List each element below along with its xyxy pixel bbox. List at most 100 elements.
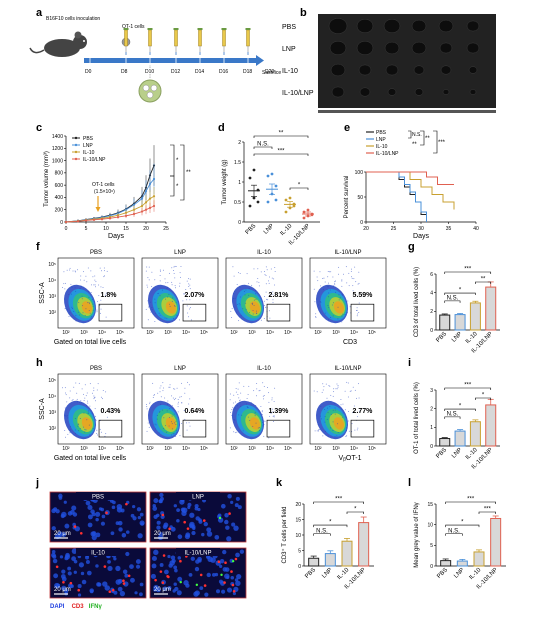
y-tick-label: 3: [430, 388, 433, 394]
dapi-nucleus: [153, 498, 159, 504]
flow-event: [175, 302, 177, 304]
flow-event: [268, 310, 270, 312]
legend-marker: [74, 150, 78, 154]
x-tick-label: 10³: [248, 446, 256, 452]
flow-event: [259, 427, 261, 429]
tumor-sample: [469, 89, 477, 95]
ifng-signal: [218, 516, 222, 520]
flow-event: [169, 305, 171, 307]
flow-event: [148, 266, 150, 268]
flow-event: [188, 278, 190, 280]
dapi-nucleus: [58, 533, 63, 538]
sig-label: *: [461, 520, 464, 526]
flow-event: [188, 403, 190, 405]
flow-event: [183, 293, 185, 295]
flow-event: [90, 292, 92, 294]
dapi-nucleus: [61, 569, 66, 574]
bar: [308, 557, 320, 567]
flow-event: [159, 270, 161, 272]
flow-event: [148, 279, 150, 281]
flow-event: [269, 415, 271, 417]
flow-event: [270, 268, 272, 270]
flow-event: [92, 309, 94, 311]
flow-event: [157, 292, 159, 294]
dapi-nucleus: [188, 572, 193, 577]
flow-event: [152, 397, 154, 399]
y-axis-label: OT-1 of total lived cells (%): [414, 382, 420, 454]
flow-event: [93, 387, 95, 389]
flow-event: [182, 300, 184, 302]
flow-event: [75, 382, 77, 384]
flow-event: [327, 271, 329, 273]
flow-event: [243, 290, 245, 292]
panel-e: e 0 50 100 Percent survival 20 25 30 35 40 Days PB…: [344, 122, 479, 240]
cd3-signal: [217, 560, 221, 564]
dapi-nucleus: [230, 500, 234, 504]
flow-event: [358, 312, 360, 314]
dapi-nucleus: [233, 525, 239, 531]
flow-event: [337, 386, 339, 388]
dapi-nucleus: [113, 557, 117, 561]
dapi-nucleus: [101, 514, 106, 519]
dapi-nucleus: [119, 590, 126, 597]
flow-event: [335, 291, 337, 293]
micrograph-title-bg: [176, 492, 220, 500]
data-point: [284, 198, 288, 202]
flow-event: [354, 429, 356, 431]
flow-event: [236, 311, 238, 313]
flow-event: [233, 408, 235, 410]
flow-event: [265, 266, 267, 268]
dapi-nucleus: [235, 552, 240, 558]
flow-event: [239, 273, 241, 275]
data-point: [116, 215, 120, 219]
flow-event: [245, 308, 247, 310]
flow-event: [174, 388, 176, 390]
dapi-nucleus: [64, 523, 70, 529]
x-tick-label: PBS: [245, 223, 258, 236]
tumor-sample: [329, 40, 347, 56]
flow-event: [263, 271, 265, 273]
flow-event: [256, 281, 258, 283]
flow-event: [236, 405, 238, 407]
dapi-nucleus: [58, 496, 63, 500]
flow-event: [235, 391, 237, 393]
flow-event: [84, 314, 86, 316]
flow-event: [350, 268, 352, 270]
flow-event: [261, 411, 263, 413]
flow-event: [85, 275, 87, 277]
flow-event: [99, 312, 101, 314]
y-tick-label: 0: [430, 564, 433, 570]
flow-event: [325, 383, 327, 385]
x-tick-label: 0: [65, 226, 68, 232]
flow-event: [345, 427, 347, 429]
flow-event: [62, 286, 64, 288]
flow-event: [101, 270, 103, 272]
flow-event: [332, 315, 334, 317]
dapi-nucleus: [235, 580, 241, 587]
flow-event: [342, 416, 344, 418]
flow-event: [356, 307, 358, 309]
flow-event: [169, 408, 171, 410]
dapi-nucleus: [177, 556, 182, 560]
flow-event: [314, 430, 316, 432]
cd3-signal: [69, 581, 73, 585]
tumor-sample: [468, 66, 478, 74]
cd3-signal: [183, 520, 186, 524]
dapi-nucleus: [163, 522, 169, 528]
x-axis-label: CD3: [343, 339, 357, 346]
data-point: [140, 197, 144, 200]
micrograph-title: PBS: [92, 495, 104, 501]
dapi-nucleus: [139, 512, 144, 517]
flow-event: [167, 282, 169, 284]
dapi-nucleus: [61, 585, 67, 591]
data-point: [152, 204, 156, 208]
flow-event: [74, 429, 76, 431]
flow-event: [264, 420, 266, 422]
dapi-nucleus: [69, 509, 75, 515]
y-tick-label: 10: [295, 533, 301, 539]
dapi-nucleus: [89, 589, 94, 594]
dapi-nucleus: [86, 570, 92, 576]
legend-label: PBS: [376, 130, 387, 136]
y-tick-label: 10⁴: [48, 394, 56, 400]
flow-event: [334, 284, 336, 286]
